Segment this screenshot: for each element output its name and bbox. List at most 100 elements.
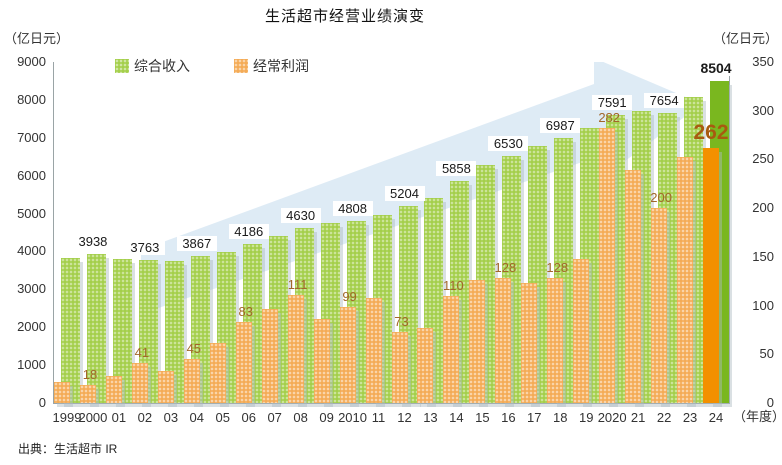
profit-bar-18	[547, 278, 564, 403]
profit-bar-13	[417, 327, 434, 403]
year-group-22: 7654 200 22	[644, 62, 685, 425]
left-axis-tick: 6000	[17, 167, 46, 183]
profit-bar-03	[157, 370, 174, 403]
right-axis-tick: 100	[752, 297, 774, 313]
left-axis-tick: 8000	[17, 91, 46, 107]
profit-bar-1999	[54, 381, 70, 403]
x-tick-08: 08	[293, 410, 308, 425]
x-tick-03: 03	[163, 410, 179, 425]
revenue-label-2020: 7591	[592, 95, 633, 111]
profit-bar-2000	[79, 385, 96, 403]
revenue-label-02: 3763	[124, 240, 165, 256]
x-tick-1999: 1999	[52, 410, 82, 425]
profit-label-14: 110	[443, 277, 464, 293]
x-tick-24: 24	[708, 410, 724, 425]
x-tick-09: 09	[319, 410, 334, 425]
x-tick-12: 12	[397, 410, 412, 425]
profit-bar-04	[183, 359, 200, 403]
profit-label-18: 128	[546, 260, 569, 276]
year-group-09: 09	[313, 62, 340, 425]
x-tick-06: 06	[241, 410, 256, 425]
legend-label-profit: 经常利润	[253, 58, 309, 74]
x-tick-2010: 2010	[338, 410, 367, 425]
year-group-19: 19	[573, 62, 600, 425]
profit-label-04: 45	[186, 341, 202, 357]
revenue-label-2000: 3938	[72, 233, 113, 249]
profit-label-08: 111	[287, 276, 308, 292]
x-tick-13: 13	[423, 410, 438, 425]
year-group-07: 07	[261, 62, 288, 425]
profit-bar-23	[677, 157, 694, 403]
profit-bar-07	[261, 308, 278, 403]
profit-label-2000: 18	[82, 367, 98, 383]
year-group-03: 03	[157, 62, 184, 425]
year-group-13: 13	[417, 62, 444, 425]
legend-item-profit: 经常利润	[234, 56, 309, 76]
year-group-05: 05	[209, 62, 236, 425]
revenue-label-06: 4186	[228, 224, 269, 240]
year-group-01: 01	[105, 62, 132, 425]
year-group-02: 3763 41 02	[124, 62, 165, 425]
profit-bar-2010	[339, 306, 356, 403]
year-group-2000: 3938 18 2000	[72, 62, 113, 425]
left-axis-tick: 1000	[17, 357, 46, 373]
revenue-bar-01	[112, 259, 132, 403]
x-tick-2000: 2000	[78, 410, 108, 425]
x-tick-23: 23	[682, 410, 698, 425]
year-group-15: 15	[469, 62, 496, 425]
x-tick-18: 18	[553, 410, 568, 425]
year-group-2020: 7591 282 2020	[592, 62, 633, 425]
left-axis-tick: 4000	[17, 243, 46, 259]
left-axis-tick: 2000	[17, 319, 46, 335]
x-tick-2020: 2020	[597, 410, 627, 425]
right-axis-unit: （亿日元）	[712, 31, 778, 46]
profit-bar-08	[287, 294, 304, 403]
left-axis-tick: 9000	[17, 54, 46, 69]
profit-bar-12	[391, 331, 408, 403]
x-tick-07: 07	[267, 410, 282, 425]
year-group-04: 3867 45 04	[176, 62, 217, 425]
revenue-label-2010: 4808	[332, 200, 373, 216]
x-tick-04: 04	[189, 410, 205, 425]
profit-bar-2020	[599, 128, 616, 403]
year-group-2010: 4808 99 2010	[332, 62, 373, 425]
year-group-17: 17	[521, 62, 548, 425]
profit-label-12: 73	[394, 313, 409, 329]
left-axis-tick: 3000	[17, 281, 46, 297]
right-axis-tick: 50	[759, 346, 774, 362]
profit-label-24: 262	[693, 120, 729, 144]
year-group-18: 6987 128 18	[540, 62, 581, 425]
year-group-14: 5858 110 14	[436, 62, 477, 425]
revenue-label-24: 8504	[686, 60, 747, 76]
right-axis-tick: 150	[752, 248, 774, 264]
x-tick-16: 16	[501, 410, 516, 425]
right-axis-tick: 0	[766, 395, 774, 410]
x-tick-19: 19	[578, 410, 594, 425]
revenue-label-14: 5858	[436, 161, 477, 177]
x-tick-17: 17	[527, 410, 542, 425]
profit-bar-15	[469, 280, 486, 403]
left-axis-unit: （亿日元）	[4, 31, 70, 46]
year-group-23: 23	[677, 62, 704, 425]
profit-bar-19	[573, 258, 590, 403]
x-tick-21: 21	[630, 410, 646, 425]
right-axis-tick: 350	[752, 54, 774, 69]
x-tick-05: 05	[215, 410, 230, 425]
legend: 综合收入 经常利润	[115, 56, 353, 76]
x-tick-11: 11	[371, 410, 386, 425]
year-group-1999: 1999	[53, 62, 81, 425]
revenue-swatch-icon	[115, 59, 129, 73]
revenue-label-08: 4630	[280, 207, 321, 223]
year-group-21: 21	[625, 62, 652, 425]
profit-bar-05	[209, 342, 226, 403]
profit-label-06: 83	[238, 304, 253, 320]
year-group-06: 4186 83 06	[228, 62, 269, 425]
profit-label-16: 128	[494, 260, 517, 276]
year-group-16: 6530 128 16	[488, 62, 529, 425]
profit-bar-24	[703, 147, 720, 403]
left-axis-tick: 5000	[17, 205, 46, 221]
profit-bar-14	[443, 295, 460, 403]
revenue-label-18: 6987	[540, 118, 581, 134]
left-axis-tick: 7000	[17, 129, 46, 145]
revenue-label-12: 5204	[384, 185, 425, 201]
